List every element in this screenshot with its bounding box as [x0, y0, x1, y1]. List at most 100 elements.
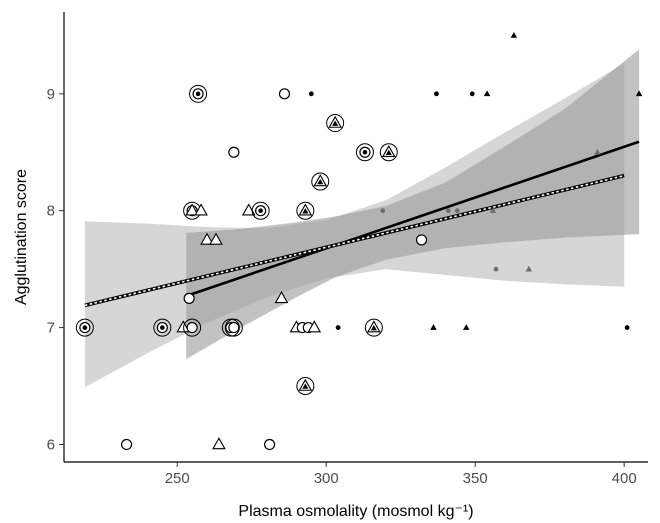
point-ring	[296, 377, 315, 396]
y-tick-label: 8	[47, 203, 55, 220]
data-points	[75, 31, 643, 451]
data-point	[624, 325, 630, 330]
data-point	[379, 143, 398, 162]
point-ring	[355, 143, 374, 162]
point-marker	[445, 208, 451, 214]
ticks: 250 300 350 400 6 7 8 9	[47, 86, 637, 487]
point-ring	[183, 318, 202, 337]
data-point	[296, 377, 315, 396]
confidence-band-2	[186, 49, 640, 360]
data-point	[335, 325, 341, 330]
data-point	[263, 438, 276, 451]
data-point	[493, 266, 499, 272]
x-tick-label: 300	[314, 470, 339, 487]
point-marker	[263, 438, 276, 451]
point-marker-dot	[82, 325, 88, 330]
data-point	[594, 148, 601, 155]
point-marker	[454, 208, 460, 214]
point-ring	[296, 201, 315, 220]
point-marker	[430, 324, 437, 330]
point-ring	[379, 143, 398, 162]
data-point	[296, 201, 315, 220]
point-marker	[594, 148, 601, 155]
data-point	[189, 84, 208, 103]
point-marker-dot	[332, 120, 339, 126]
x-tick-label: 250	[165, 470, 190, 487]
point-ring	[251, 201, 270, 220]
fit-line-solid	[185, 140, 640, 298]
point-ring	[364, 318, 383, 337]
point-marker	[635, 90, 643, 97]
data-point	[434, 91, 439, 97]
data-point	[185, 203, 199, 216]
data-point	[209, 232, 223, 245]
data-point	[224, 318, 243, 337]
confidence-bands	[84, 49, 640, 388]
y-axis-title: Agglutination score	[13, 169, 30, 305]
data-point	[212, 437, 226, 450]
fit-line-dashed-inner	[84, 174, 625, 307]
data-point	[311, 172, 330, 191]
data-point	[510, 31, 518, 38]
data-point	[274, 291, 289, 304]
point-marker-dot	[160, 325, 165, 330]
point-ring	[75, 318, 94, 337]
point-marker-dot	[195, 91, 201, 97]
data-point	[194, 203, 208, 216]
data-point	[483, 90, 491, 97]
point-marker	[194, 203, 208, 216]
data-point	[200, 232, 214, 245]
data-point	[525, 265, 533, 272]
point-marker	[308, 91, 314, 97]
data-point	[635, 90, 643, 97]
data-point	[355, 143, 374, 162]
point-marker	[183, 292, 195, 304]
point-marker-dot	[317, 178, 324, 185]
point-marker	[483, 90, 491, 97]
point-marker-dot	[302, 383, 309, 389]
point-marker	[212, 437, 226, 450]
point-marker-dot	[302, 208, 309, 214]
point-marker-dot	[362, 149, 368, 155]
y-tick-label: 9	[47, 86, 55, 103]
data-point	[75, 318, 94, 337]
data-point	[445, 208, 451, 214]
data-point	[153, 318, 172, 337]
point-marker	[510, 31, 518, 38]
point-ring	[153, 318, 172, 337]
point-marker	[434, 91, 439, 97]
data-point	[326, 114, 345, 133]
x-axis-title: Plasma osmolality (mosmol kg⁻¹)	[238, 503, 473, 520]
data-point	[469, 91, 475, 97]
point-marker	[200, 232, 214, 245]
point-ring	[311, 172, 330, 191]
point-marker	[463, 324, 470, 330]
data-point	[380, 208, 386, 214]
point-marker-dot	[370, 324, 377, 331]
data-point	[120, 438, 133, 451]
point-marker	[274, 291, 289, 304]
data-point	[183, 292, 195, 304]
point-marker	[186, 321, 198, 334]
point-ring	[326, 114, 345, 133]
point-marker	[624, 325, 630, 330]
data-point	[241, 203, 256, 216]
point-ring	[224, 318, 243, 337]
data-point	[251, 201, 270, 220]
point-marker	[278, 88, 291, 100]
data-point	[183, 318, 202, 337]
data-point	[228, 146, 240, 158]
fit-lines	[84, 140, 640, 308]
point-marker	[415, 234, 428, 246]
point-marker	[489, 207, 497, 214]
point-marker-dot	[258, 208, 263, 214]
point-marker	[228, 321, 240, 334]
x-tick-label: 400	[612, 470, 637, 487]
x-tick-label: 350	[463, 470, 488, 487]
point-marker	[307, 320, 322, 333]
point-marker	[525, 265, 533, 272]
point-marker	[493, 266, 499, 272]
point-marker	[185, 203, 199, 216]
point-ring	[189, 84, 208, 103]
point-marker	[209, 232, 223, 245]
